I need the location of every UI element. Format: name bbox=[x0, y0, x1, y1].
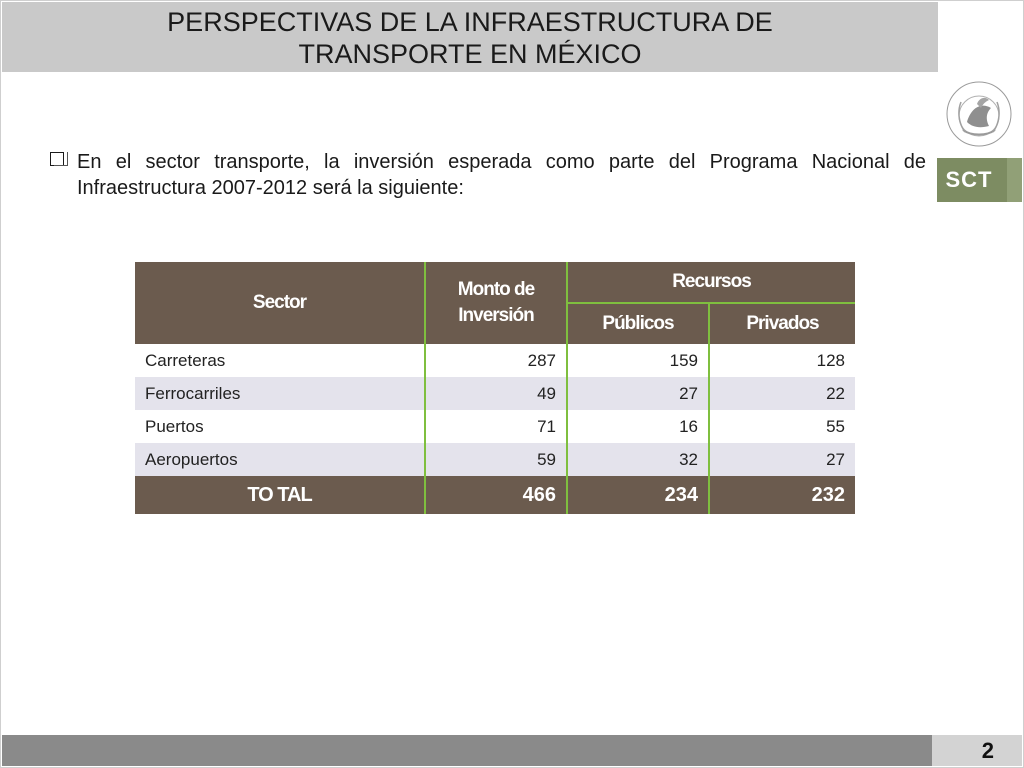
cell-privados: 27 bbox=[709, 443, 855, 476]
total-label: TO TAL bbox=[135, 476, 426, 514]
table-row: Aeropuertos 59 32 27 bbox=[135, 443, 855, 476]
total-row: TO TAL 466 234 232 bbox=[135, 476, 855, 514]
government-seal bbox=[937, 72, 1022, 158]
table-row: Carreteras 287 159 128 bbox=[135, 344, 855, 377]
investment-table: Sector Monto de Inversión Recursos Públi… bbox=[135, 262, 855, 514]
cell-privados: 22 bbox=[709, 377, 855, 410]
cell-publicos: 27 bbox=[567, 377, 710, 410]
header-sector: Sector bbox=[135, 262, 426, 344]
bullet-text: En el sector transporte, la inversión es… bbox=[77, 151, 926, 199]
cell-privados: 55 bbox=[709, 410, 855, 443]
page-number-box: 2 bbox=[932, 735, 1022, 766]
table-row: Puertos 71 16 55 bbox=[135, 410, 855, 443]
sct-logo: SCT bbox=[937, 158, 1022, 202]
header-privados: Privados bbox=[709, 303, 855, 344]
footer-bar bbox=[2, 735, 932, 766]
bullet-item: En el sector transporte, la inversión es… bbox=[50, 149, 926, 201]
cell-sector: Ferrocarriles bbox=[135, 377, 426, 410]
total-monto: 466 bbox=[425, 476, 568, 514]
total-publicos: 234 bbox=[567, 476, 710, 514]
cell-sector: Aeropuertos bbox=[135, 443, 426, 476]
cell-monto: 71 bbox=[425, 410, 568, 443]
mexican-coat-of-arms-seal-icon bbox=[946, 81, 1012, 147]
logo-stripe bbox=[1007, 158, 1022, 202]
cell-privados: 128 bbox=[709, 344, 855, 377]
cell-monto: 59 bbox=[425, 443, 568, 476]
header-publicos: Públicos bbox=[567, 303, 710, 344]
title-line-1: PERSPECTIVAS DE LA INFRAESTRUCTURA DE bbox=[167, 7, 773, 37]
cell-sector: Carreteras bbox=[135, 344, 426, 377]
table-row: Ferrocarriles 49 27 22 bbox=[135, 377, 855, 410]
cell-sector: Puertos bbox=[135, 410, 426, 443]
cell-publicos: 16 bbox=[567, 410, 710, 443]
sct-logo-text: SCT bbox=[945, 167, 993, 192]
cell-monto: 49 bbox=[425, 377, 568, 410]
total-privados: 232 bbox=[709, 476, 855, 514]
cell-monto: 287 bbox=[425, 344, 568, 377]
cell-publicos: 32 bbox=[567, 443, 710, 476]
checkbox-bullet-icon bbox=[50, 152, 68, 166]
page-number: 2 bbox=[981, 738, 994, 763]
title-line-2: TRANSPORTE EN MÉXICO bbox=[298, 39, 642, 69]
page-title: PERSPECTIVAS DE LA INFRAESTRUCTURA DE TR… bbox=[2, 6, 938, 70]
header-monto: Monto de Inversión bbox=[425, 262, 568, 344]
title-bar bbox=[2, 2, 938, 72]
header-recursos: Recursos bbox=[567, 262, 855, 304]
cell-publicos: 159 bbox=[567, 344, 710, 377]
